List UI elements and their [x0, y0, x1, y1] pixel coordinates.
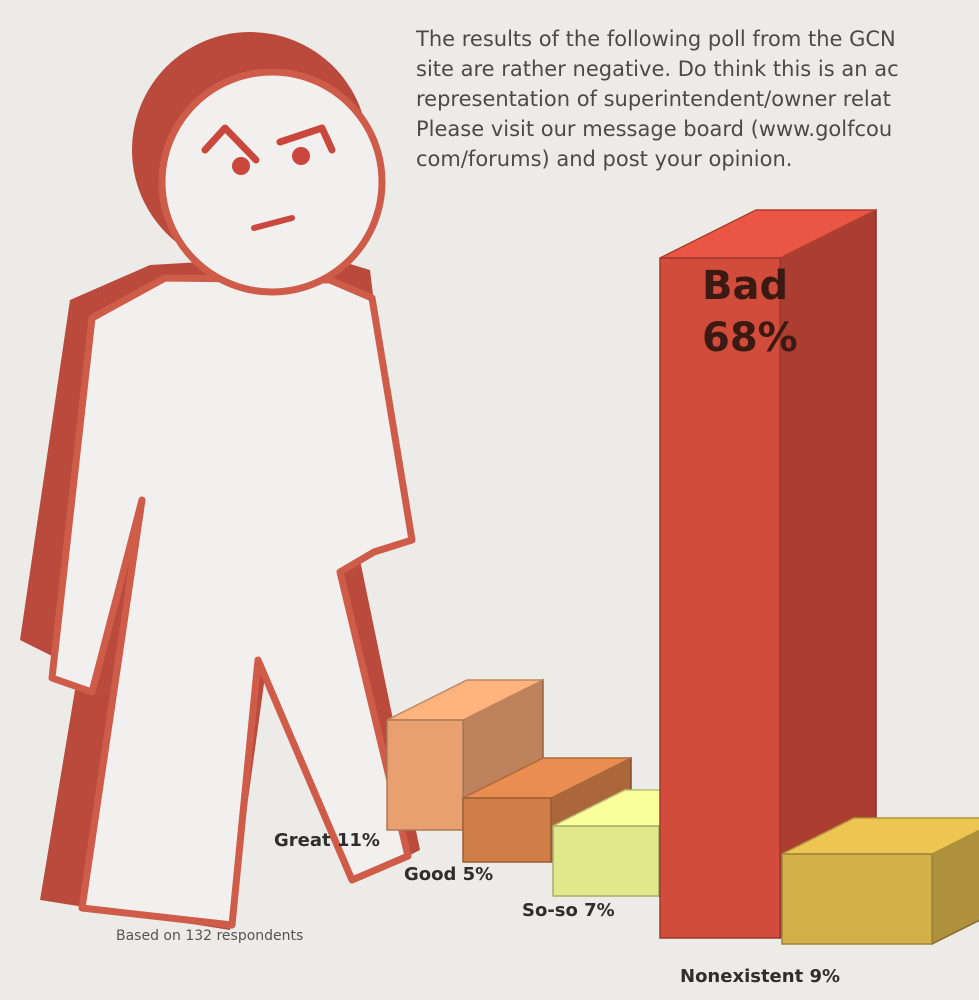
intro-line-2: site are rather negative. Do think this …: [416, 57, 899, 81]
bar-front: [462, 797, 552, 863]
figure-brow-left: [201, 124, 260, 164]
poll-bars: [386, 208, 979, 946]
bar-front: [659, 257, 781, 939]
bad-category-label: Bad: [702, 263, 789, 309]
bar-front: [552, 825, 660, 897]
soso-label: So-so 7%: [522, 900, 615, 921]
bar-nonexistent: [781, 817, 979, 946]
nonexistent-label: Nonexistent 9%: [680, 966, 841, 987]
figure-brow-right: [276, 124, 336, 154]
figure-body-outline: [48, 274, 416, 929]
figure-eye-right: [292, 147, 310, 165]
great-label: Great 11%: [274, 830, 380, 851]
respondents-footnote: Based on 132 respondents: [116, 928, 304, 944]
bar-front: [386, 719, 464, 831]
angry-figure-icon: [20, 32, 420, 930]
bar-front: [781, 853, 933, 945]
figure-head: [158, 68, 386, 296]
figure-eye-left: [232, 157, 250, 175]
intro-line-4: Please visit our message board (www.golf…: [416, 117, 893, 141]
good-label: Good 5%: [404, 864, 494, 885]
intro-line-3: representation of superintendent/owner r…: [416, 87, 891, 111]
intro-text: The results of the following poll from t…: [416, 24, 979, 174]
figure-mouth: [251, 215, 295, 231]
intro-line-5: com/forums) and post your opinion.: [416, 147, 793, 171]
intro-line-1: The results of the following poll from t…: [416, 27, 896, 51]
bad-value-label: 68%: [702, 315, 798, 361]
